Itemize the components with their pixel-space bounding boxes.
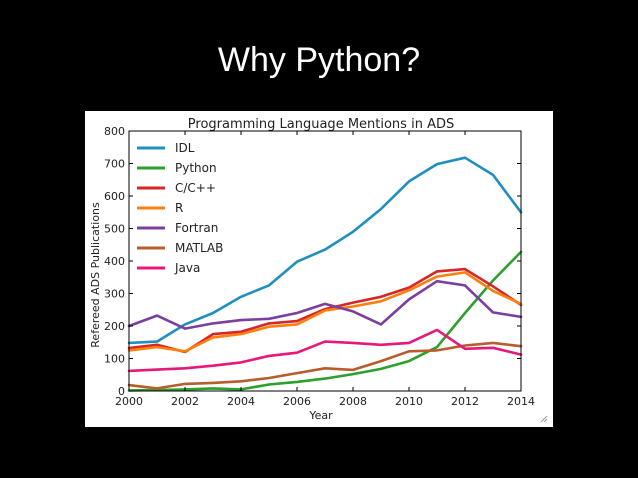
y-tick-label: 800 [104, 125, 125, 138]
chart-panel: Programming Language Mentions in ADS Yea… [85, 111, 553, 427]
legend-label: C/C++ [175, 181, 216, 195]
series-line-java [127, 328, 523, 373]
x-tick-label: 2006 [283, 395, 311, 408]
chart-title: Programming Language Mentions in ADS [188, 117, 454, 132]
legend-label: R [175, 201, 183, 215]
series-line-matlab [127, 341, 523, 390]
y-tick-label: 700 [104, 158, 125, 171]
series-line-r [127, 271, 523, 353]
y-tick-label: 500 [104, 223, 125, 236]
y-tick-label: 300 [104, 288, 125, 301]
y-axis-label: Refereed ADS Publications [89, 202, 102, 348]
y-tick-label: 400 [104, 255, 125, 268]
chart: Programming Language Mentions in ADS Yea… [89, 117, 548, 423]
series-line-idl [127, 156, 523, 345]
x-tick-label: 2014 [507, 395, 535, 408]
x-tick-label: 2008 [339, 395, 367, 408]
legend-label: Java [174, 261, 200, 275]
y-tick-label: 600 [104, 190, 125, 203]
legend-label: MATLAB [175, 241, 223, 255]
x-tick-label: 2012 [451, 395, 479, 408]
x-axis-label: Year [308, 409, 333, 422]
legend-label: IDL [175, 141, 195, 155]
x-tick-label: 2010 [395, 395, 423, 408]
series-line-fortran [127, 279, 523, 330]
x-tick-label: 2004 [227, 395, 255, 408]
y-tick-label: 0 [118, 385, 125, 398]
legend: IDL Python C/C++ R Fortran MATLAB Java [137, 141, 223, 275]
resize-grip-icon[interactable] [540, 415, 548, 423]
plot-area: 0 100 200 300 400 500 600 700 800 2000 2002 2004 200… [104, 125, 535, 408]
x-tick-label: 2002 [171, 395, 199, 408]
slide-title: Why Python? [217, 41, 421, 79]
y-tick-label: 200 [104, 320, 125, 333]
legend-label: Fortran [175, 221, 218, 235]
series-line-python [127, 250, 523, 392]
y-tick-label: 100 [104, 353, 125, 366]
x-tick-label: 2000 [115, 395, 143, 408]
legend-label: Python [175, 161, 217, 175]
